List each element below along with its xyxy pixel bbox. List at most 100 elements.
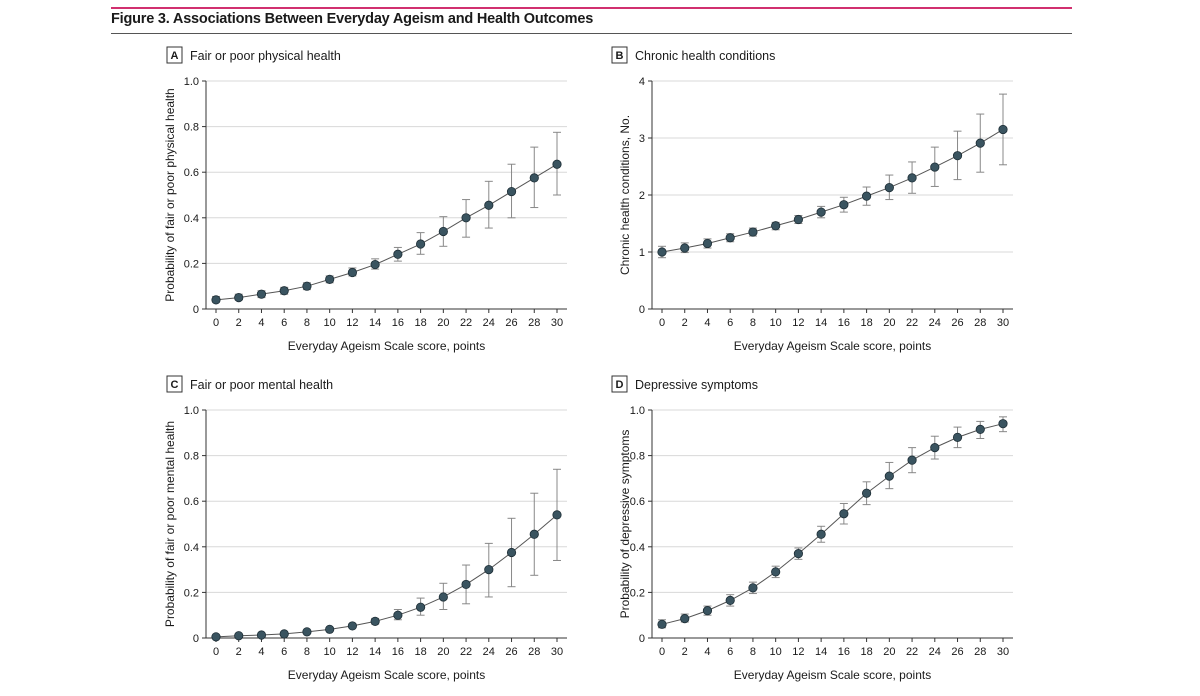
panel-letter-box [611,375,628,393]
x-tick-label: 24 [929,317,941,329]
x-axis-label: Everyday Ageism Scale score, points [288,339,485,353]
data-point [793,549,804,559]
data-point [975,138,985,148]
y-tick-label: 0.2 [184,587,199,599]
y-tick-label: 1.0 [630,405,645,417]
x-tick-label: 16 [392,317,404,329]
y-axis-label: Chronic health conditions, No. [618,115,632,275]
x-tick-label: 18 [414,317,426,329]
x-tick-label: 8 [304,317,310,329]
data-point [998,124,1008,135]
data-point [930,162,940,172]
y-tick-label: 0.2 [630,587,645,599]
x-tick-label: 8 [750,317,756,329]
data-point [438,226,448,237]
x-tick-label: 26 [951,317,963,329]
x-tick-label: 6 [727,646,733,658]
x-tick-label: 4 [258,646,264,658]
data-point [211,295,221,305]
data-point [657,247,667,257]
data-point [657,619,667,629]
data-point [793,214,804,225]
data-point [529,529,539,539]
x-tick-label: 28 [528,317,540,329]
x-tick-label: 14 [815,646,827,658]
x-tick-label: 16 [392,646,404,658]
title-rule-top [111,7,1072,9]
data-point [998,419,1008,429]
data-point [725,595,735,605]
x-tick-label: 18 [860,646,872,658]
data-point [484,564,494,575]
x-tick-label: 4 [704,317,710,329]
data-point [302,627,312,637]
x-tick-label: 28 [974,317,986,329]
data-point [907,455,917,465]
data-point [325,624,335,634]
x-tick-label: 18 [414,646,426,658]
x-tick-label: 2 [682,317,688,329]
x-tick-label: 30 [997,317,1009,329]
x-tick-label: 12 [792,317,804,329]
x-tick-label: 8 [304,646,310,658]
x-tick-label: 22 [906,317,918,329]
series-line [215,163,558,301]
data-point [211,632,221,642]
x-tick-label: 14 [369,646,381,658]
x-axis-label: Everyday Ageism Scale score, points [288,668,485,682]
x-tick-label: 20 [437,317,449,329]
x-tick-label: 6 [281,646,287,658]
x-tick-label: 24 [483,317,495,329]
data-point [461,213,471,223]
y-axis-label: Probability of depressive symptoms [618,430,632,619]
data-point [393,249,403,259]
y-tick-label: 0.8 [184,122,199,134]
panel-title: Fair or poor mental health [190,378,333,392]
y-tick-label: 0.6 [184,496,199,508]
panel-title: Fair or poor physical health [190,49,341,63]
x-tick-label: 30 [551,646,563,658]
chart-panel-c: C Fair or poor mental health 0 0.2 0.4 0.6 0.8… [163,375,567,682]
data-point [484,200,494,210]
y-tick-label: 0.4 [184,542,199,554]
data-point [839,200,849,210]
y-tick-label: 0.6 [184,167,199,179]
data-point [748,583,758,593]
x-tick-label: 2 [236,646,242,658]
y-tick-label: 0.8 [630,451,645,463]
y-tick-label: 2 [639,190,645,202]
data-point [370,259,380,270]
y-tick-label: 0 [639,304,645,316]
data-point [256,630,267,640]
x-tick-label: 28 [528,646,540,658]
panel-letter: A [171,50,179,62]
panel-letter-box [611,46,628,64]
data-point [771,567,781,577]
data-point [234,631,244,641]
data-point [415,239,426,249]
x-tick-label: 0 [213,646,219,658]
data-point [347,267,357,278]
x-tick-label: 30 [997,646,1009,658]
x-tick-label: 26 [951,646,963,658]
data-point [907,173,917,183]
y-tick-label: 0 [193,633,199,645]
x-tick-label: 12 [792,646,804,658]
data-point [325,274,335,284]
panel-letter: C [171,379,179,391]
x-axis-label: Everyday Ageism Scale score, points [734,339,931,353]
x-tick-label: 6 [727,317,733,329]
data-point [680,614,690,624]
data-point [234,292,244,303]
data-point [529,173,539,183]
data-point [725,233,735,243]
data-point [279,629,289,639]
x-tick-label: 28 [974,646,986,658]
data-point [771,221,781,231]
x-tick-label: 2 [682,646,688,658]
data-point [302,281,312,291]
data-point [461,579,471,590]
data-point [884,182,894,193]
data-point [506,547,517,558]
